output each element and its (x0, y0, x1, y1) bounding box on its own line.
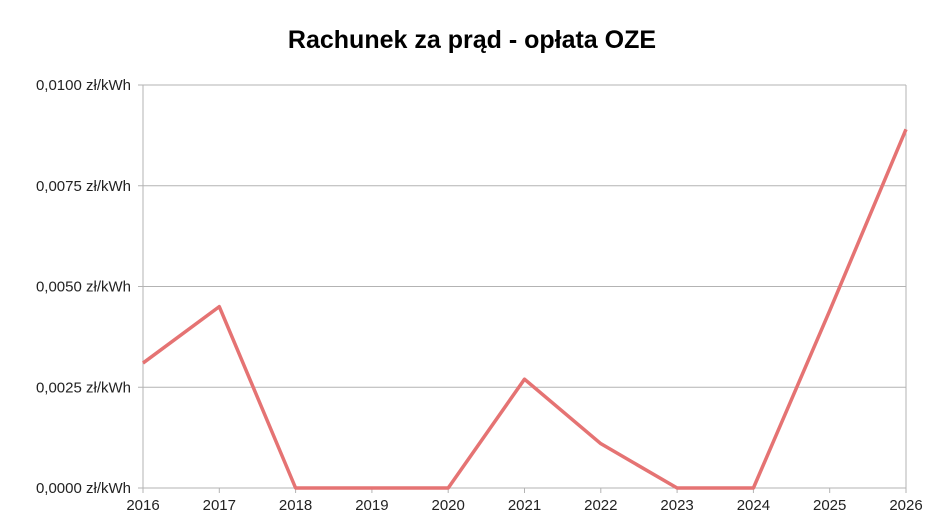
y-tick-label: 0,0000 zł/kWh (36, 480, 131, 497)
x-tick-label: 2022 (584, 497, 617, 514)
y-tick-label: 0,0075 zł/kWh (36, 178, 131, 195)
y-tick-label: 0,0050 zł/kWh (36, 279, 131, 296)
x-tick-label: 2018 (279, 497, 312, 514)
x-tick-label: 2020 (432, 497, 465, 514)
y-tick-label: 0,0100 zł/kWh (36, 77, 131, 94)
x-tick-label: 2023 (660, 497, 693, 514)
series-line (141, 128, 908, 490)
x-tick-label: 2025 (813, 497, 846, 514)
x-tick-label: 2026 (889, 497, 922, 514)
x-tick-label: 2024 (737, 497, 770, 514)
x-tick-label: 2019 (355, 497, 388, 514)
y-tick-label: 0,0025 zł/kWh (36, 379, 131, 396)
x-tick-label: 2016 (126, 497, 159, 514)
chart-title: Rachunek za prąd - opłata OZE (287, 26, 657, 54)
x-tick-label: 2017 (203, 497, 236, 514)
x-tick-label: 2021 (508, 497, 541, 514)
